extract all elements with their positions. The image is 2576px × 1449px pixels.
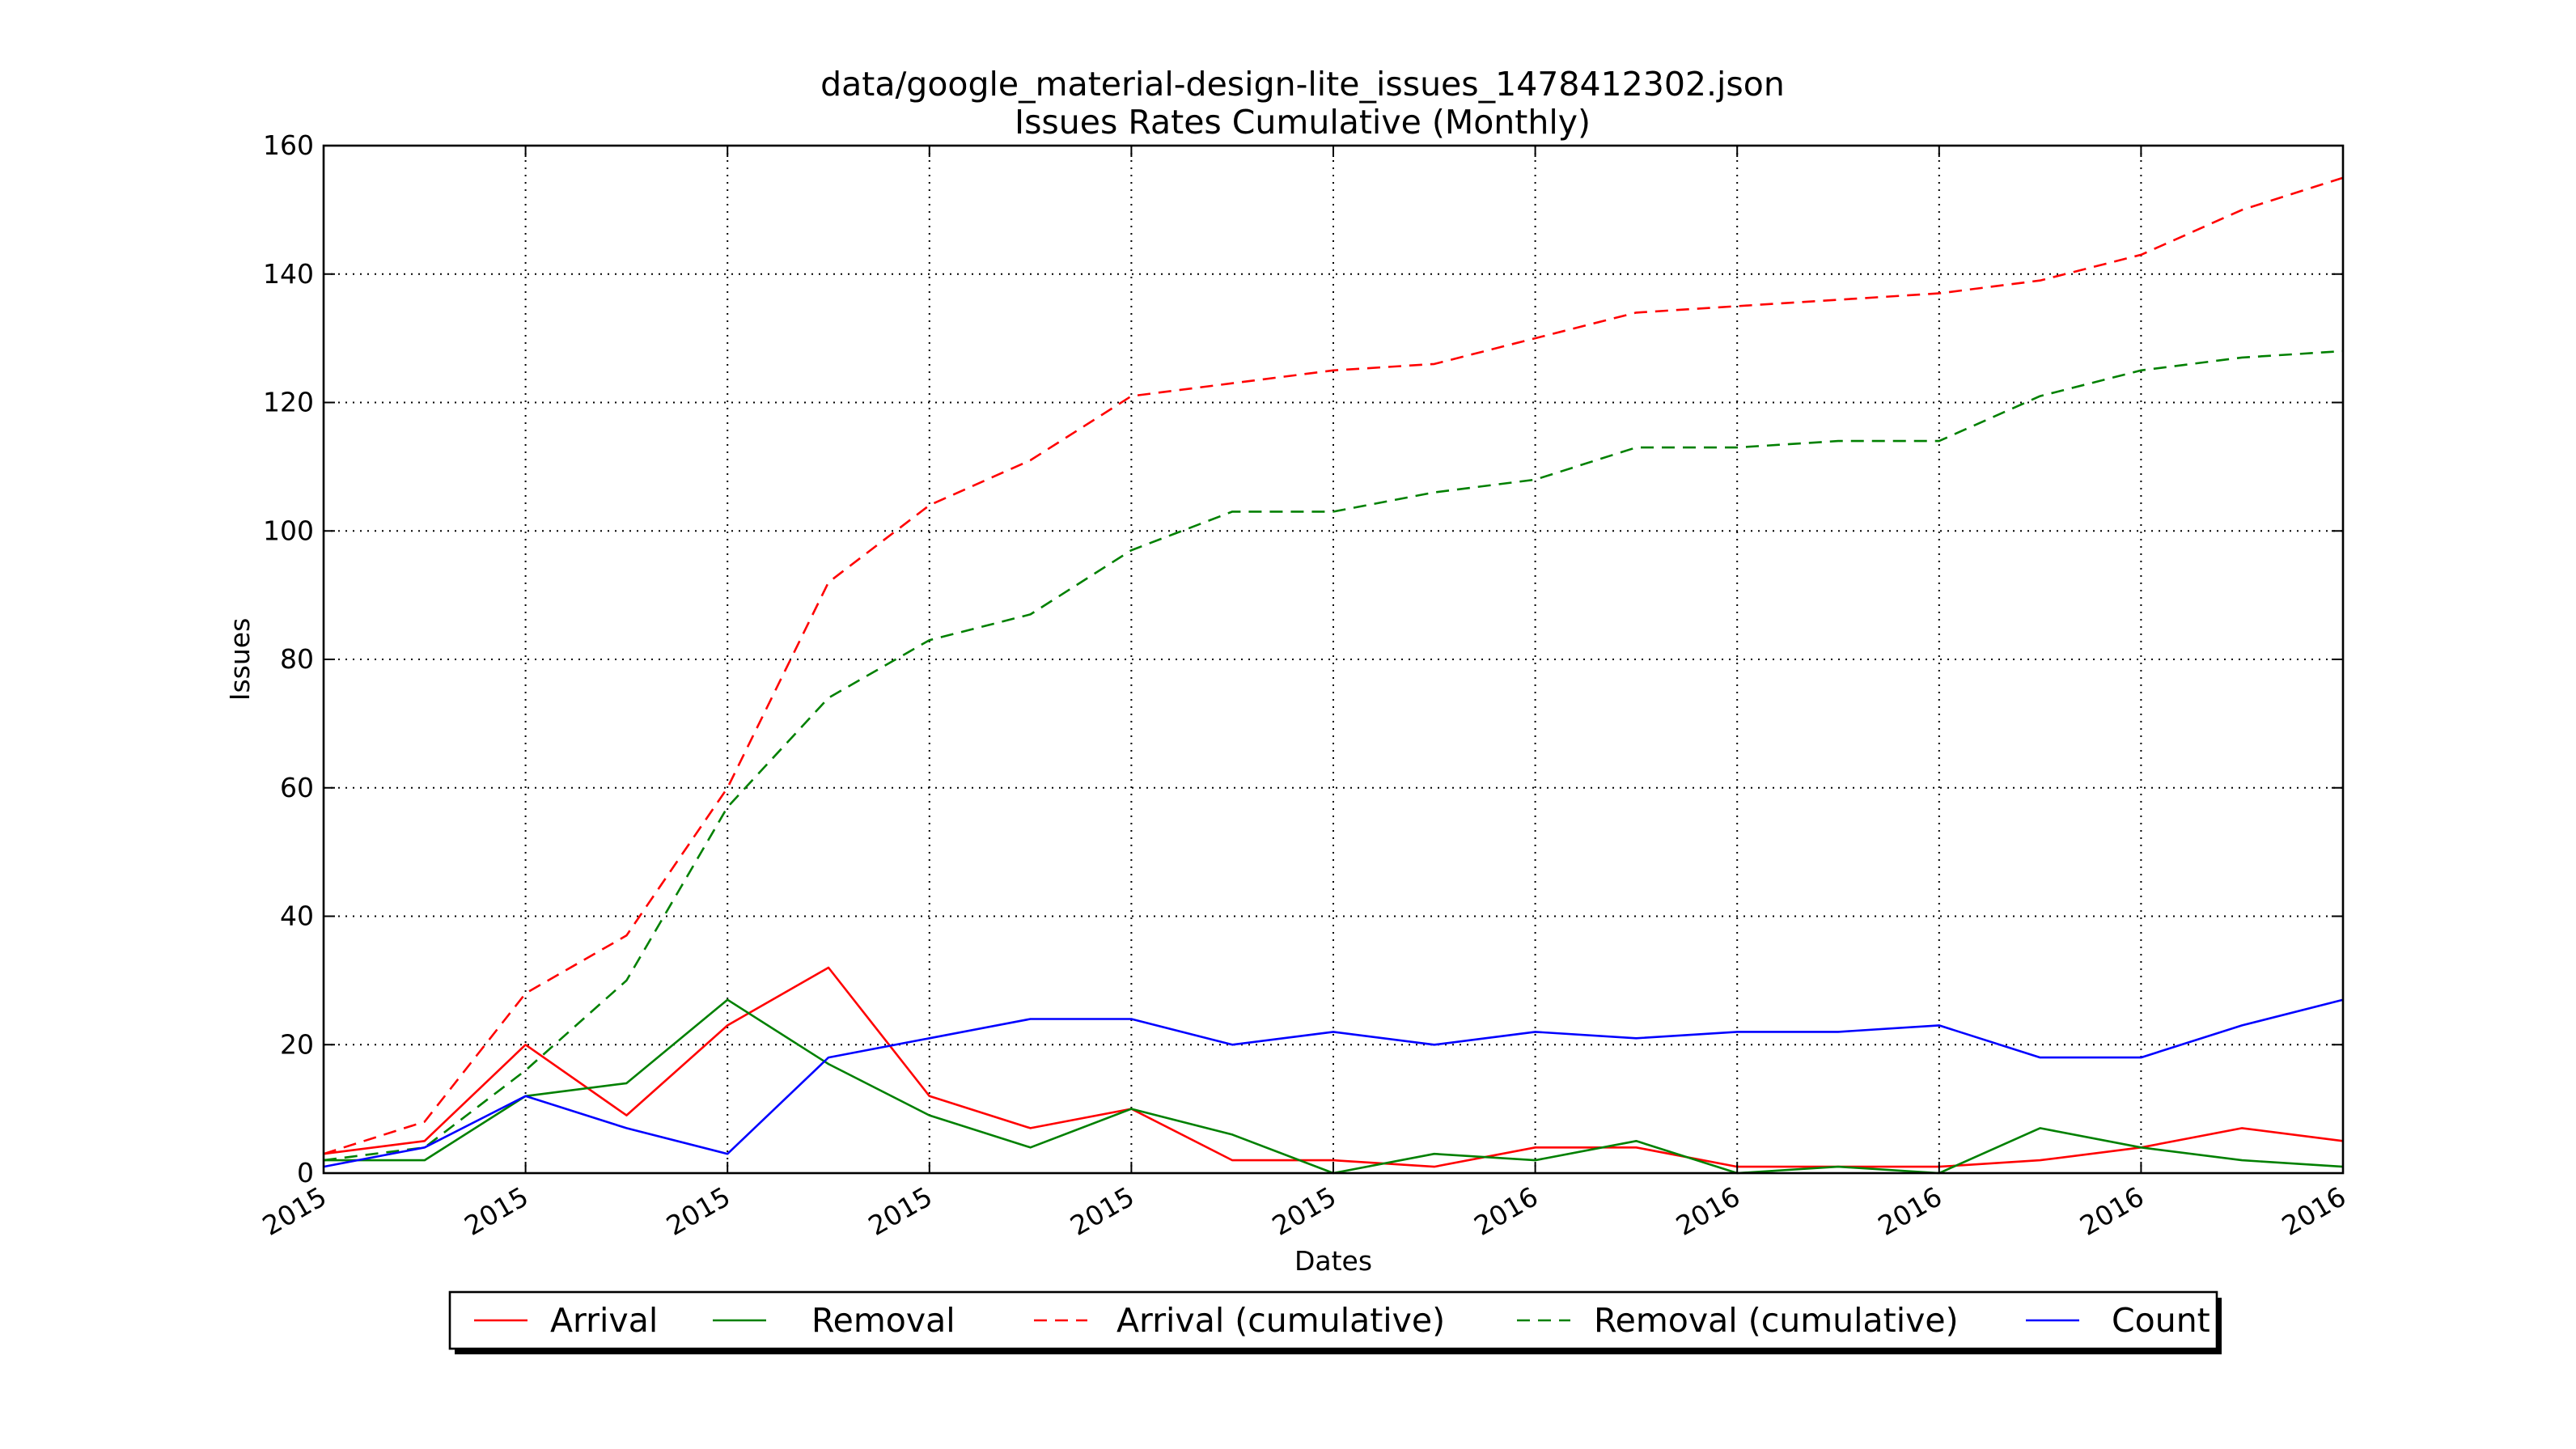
x-tick-label: 2016 (2074, 1180, 2149, 1242)
x-tick-label: 2015 (1065, 1180, 1139, 1242)
x-tick-label: 2016 (1468, 1180, 1543, 1242)
x-tick-labels: 2015 2015 2015 2015 2015 2015 2016 2016 2016 2016… (257, 1180, 2351, 1242)
x-tick-label: 2015 (661, 1180, 735, 1242)
series-arrival-line (323, 966, 2344, 1168)
y-axis-label: Issues (224, 618, 256, 701)
grid (324, 146, 2343, 1173)
y-tick-labels: 0 20 40 60 80 100 120 140 160 (263, 129, 314, 1188)
x-tick-label: 2016 (1873, 1180, 1947, 1242)
x-tick-label: 2015 (1267, 1180, 1341, 1242)
chart-subtitle: Issues Rates Cumulative (Monthly) (1015, 103, 1591, 142)
series-removal-legend-label: Removal (811, 1301, 955, 1340)
y-tick-label: 20 (280, 1028, 314, 1060)
x-tick-label: 2016 (1671, 1180, 1745, 1242)
x-tick-label: 2015 (863, 1180, 938, 1242)
series-removal-cumulative-legend-label: Removal (cumulative) (1594, 1301, 1959, 1340)
series-count-legend-label: Count (2112, 1301, 2210, 1340)
y-tick-label: 80 (280, 643, 314, 675)
series-arrival-legend-label: Arrival (550, 1301, 658, 1340)
x-axis-label: Dates (1294, 1245, 1372, 1277)
y-tick-label: 0 (297, 1157, 314, 1188)
y-tick-label: 60 (280, 772, 314, 803)
ticks (323, 145, 2344, 1174)
legend: Arrival Removal Arrival (cumulative) Remova… (448, 1290, 2222, 1354)
series-count-line (323, 998, 2344, 1168)
y-tick-label: 160 (263, 129, 314, 161)
x-tick-label: 2015 (459, 1180, 533, 1242)
series-arrival-cumulative-line (323, 176, 2344, 1155)
y-tick-label: 100 (263, 515, 314, 546)
series-lines (323, 176, 2344, 1175)
y-tick-label: 40 (280, 900, 314, 932)
y-tick-label: 120 (263, 387, 314, 418)
series-arrival-cumulative-legend-label: Arrival (cumulative) (1116, 1301, 1445, 1340)
y-tick-label: 140 (263, 258, 314, 290)
chart-title: data/google_material-design-lite_issues_… (820, 65, 1785, 104)
x-tick-label: 2015 (257, 1180, 332, 1242)
x-tick-label: 2016 (2277, 1180, 2351, 1242)
series-removal-cumulative-line (323, 350, 2344, 1162)
